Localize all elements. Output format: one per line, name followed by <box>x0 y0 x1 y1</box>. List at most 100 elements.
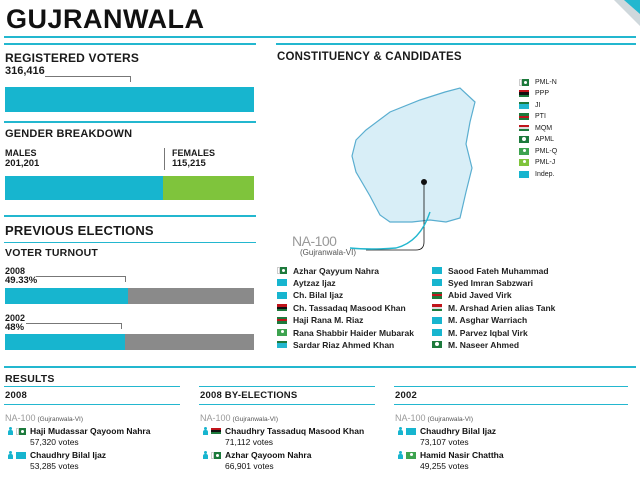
candidate-name: Aytzaz Ijaz <box>293 277 336 288</box>
results-subname: (Gujranwala-VI) <box>427 416 474 423</box>
apml-flag <box>519 136 529 143</box>
title-rule <box>4 36 636 38</box>
party-legend-item: Indep. <box>519 168 554 180</box>
results-constituency: NA-100 (Gujranwala-VI) <box>395 413 473 423</box>
party-flag-icon <box>16 427 26 435</box>
registered-voters-heading: REGISTERED VOTERS <box>5 51 140 65</box>
candidate-name: Ch. Bilal Ijaz <box>293 290 344 301</box>
candidate-name: Saood Fateh Muhammad <box>448 265 549 276</box>
candidate-item: Ch. Tassadaq Masood Khan <box>277 302 406 313</box>
result-candidate-name: Haji Mudassar Qayoom Nahra <box>30 426 151 436</box>
turnout-rest-2002 <box>124 334 254 350</box>
pml-j-flag <box>519 159 529 166</box>
previous-elections-heading: PREVIOUS ELECTIONS <box>5 223 154 238</box>
turnout-connector <box>26 323 122 329</box>
results-heading: RESULTS <box>5 373 55 385</box>
party-legend-label: PTI <box>535 113 546 120</box>
turnout-rest-2008 <box>127 288 254 304</box>
party-flag-icon <box>406 427 416 435</box>
turnout-year-2008: 2008 <box>5 266 26 276</box>
party-flag-icon <box>432 267 442 274</box>
candidate-item: Syed Imran Sabzwari <box>432 277 533 288</box>
result-icons <box>202 427 227 435</box>
value-connector <box>45 76 131 82</box>
person-icon <box>397 427 404 435</box>
section-rule <box>4 121 256 123</box>
candidate-name: Haji Rana M. Riaz <box>293 315 364 326</box>
section-rule <box>4 43 256 45</box>
candidate-item: M. Parvez Iqbal Virk <box>432 327 528 338</box>
party-legend-label: APML <box>535 136 555 143</box>
constituency-subname: (Gujranwala-VI) <box>300 248 357 257</box>
results-constituency: NA-100 (Gujranwala-VI) <box>5 413 83 423</box>
results-column-heading: 2002 <box>395 390 417 401</box>
males-label: MALES <box>5 148 37 158</box>
result-votes: 71,112 votes <box>225 437 274 447</box>
registered-voters-value: 316,416 <box>5 65 45 77</box>
party-legend-item: APML <box>519 134 554 146</box>
results-column-heading: 2008 BY-ELECTIONS <box>200 390 298 401</box>
section-rule <box>394 404 628 405</box>
candidate-name: Syed Imran Sabzwari <box>448 277 534 288</box>
result-icons <box>7 451 32 459</box>
party-flag-icon <box>432 329 442 336</box>
results-constituency: NA-100 (Gujranwala-VI) <box>200 413 278 423</box>
independent-flag <box>519 170 529 178</box>
party-flag-icon <box>277 316 287 324</box>
result-votes: 73,107 votes <box>420 437 469 447</box>
party-legend-item: PTI <box>519 111 546 123</box>
result-votes: 66,901 votes <box>225 461 274 471</box>
party-flag-icon <box>432 279 442 287</box>
candidate-name: M. Naseer Ahmed <box>448 339 520 350</box>
pti-flag <box>519 113 529 120</box>
mqm-flag <box>519 124 529 132</box>
party-flag-icon <box>432 291 442 299</box>
party-legend-item: PPP <box>519 88 549 100</box>
person-icon <box>202 427 209 435</box>
pml-n-flag <box>519 78 529 86</box>
section-rule <box>4 242 256 243</box>
turnout-bar-2002 <box>5 334 254 350</box>
voter-turnout-heading: VOTER TURNOUT <box>5 247 99 259</box>
result-candidate-name: Chaudhry Bilal Ijaz <box>420 426 497 436</box>
page-title: GUJRANWALA <box>6 4 205 34</box>
constituency-code: NA-100 <box>292 233 337 249</box>
females-segment <box>163 176 254 200</box>
results-column-heading: 2008 <box>5 390 27 401</box>
party-legend-item: PML-Q <box>519 145 557 157</box>
turnout-year-2002: 2002 <box>5 313 26 323</box>
party-flag-icon <box>277 267 287 274</box>
party-flag-icon <box>277 279 287 287</box>
result-icons <box>397 451 422 459</box>
party-flag-icon <box>211 451 221 459</box>
result-icons <box>7 427 32 435</box>
candidate-name: M. Arshad Arien alias Tank <box>448 302 556 313</box>
section-rule <box>199 404 375 405</box>
party-legend-label: PML-Q <box>535 147 558 155</box>
results-code: NA-100 <box>200 413 231 423</box>
constituency-heading: CONSTITUENCY & CANDIDATES <box>277 51 462 63</box>
section-rule <box>394 386 628 387</box>
results-code: NA-100 <box>395 413 426 423</box>
males-value: 201,201 <box>5 158 40 169</box>
candidate-item: M. Naseer Ahmed <box>432 339 519 350</box>
result-candidate-name: Azhar Qayoom Nahra <box>225 450 312 460</box>
section-rule <box>199 386 375 387</box>
gender-heading: GENDER BREAKDOWN <box>5 128 133 140</box>
result-candidate-name: Hamid Nasir Chattha <box>420 450 504 460</box>
party-flag-icon <box>277 291 287 299</box>
candidate-name: M. Parvez Iqbal Virk <box>448 327 528 338</box>
result-candidate-name: Chaudhry Bilal Ijaz <box>30 450 107 460</box>
candidate-item: Abid Javed Virk <box>432 290 512 301</box>
result-candidate-name: Chaudhry Tassaduq Masood Khan <box>225 426 365 436</box>
candidate-item: Rana Shabbir Haider Mubarak <box>277 327 414 338</box>
gender-bar <box>5 176 254 200</box>
candidate-item: Sardar Riaz Ahmed Khan <box>277 339 394 350</box>
section-rule <box>4 366 636 368</box>
party-legend-item: PML-J <box>519 157 555 169</box>
candidate-name: M. Asghar Warriach <box>448 315 528 326</box>
section-rule <box>4 386 180 387</box>
party-flag-icon <box>277 341 287 349</box>
result-votes: 49,255 votes <box>420 461 469 471</box>
party-flag-icon <box>16 451 26 459</box>
